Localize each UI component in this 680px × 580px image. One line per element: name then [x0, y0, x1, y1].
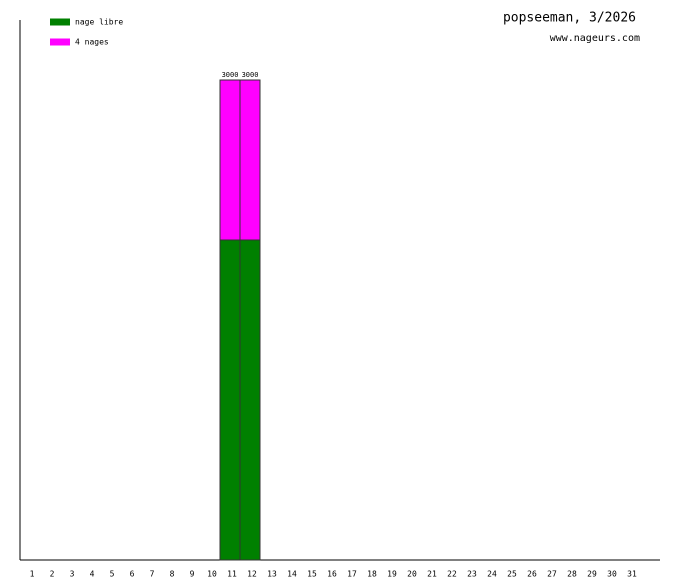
chart-subtitle: www.nageurs.com [550, 33, 640, 44]
legend-swatch [50, 18, 70, 26]
x-tick-label: 8 [170, 570, 175, 579]
x-tick-label: 7 [150, 570, 155, 579]
x-tick-label: 30 [607, 570, 617, 579]
x-tick-label: 18 [367, 570, 377, 579]
x-tick-label: 5 [110, 570, 115, 579]
total-label: 3000 [242, 71, 259, 79]
bar-segment [239, 79, 261, 241]
bar-segment [219, 79, 241, 241]
x-tick-label: 26 [527, 570, 537, 579]
x-tick-label: 24 [487, 570, 497, 579]
x-tick-label: 13 [267, 570, 277, 579]
x-tick-label: 6 [130, 570, 135, 579]
x-tick-label: 3 [70, 570, 75, 579]
x-tick-label: 11 [227, 570, 237, 579]
legend-label: 4 nages [75, 38, 109, 47]
x-tick-label: 25 [507, 570, 517, 579]
x-tick-label: 1 [30, 570, 35, 579]
x-tick-label: 29 [587, 570, 597, 579]
x-tick-label: 23 [467, 570, 477, 579]
x-tick-label: 19 [387, 570, 397, 579]
x-tick-label: 15 [307, 570, 317, 579]
x-tick-label: 16 [327, 570, 337, 579]
total-label: 3000 [222, 71, 239, 79]
x-tick-label: 9 [190, 570, 195, 579]
x-tick-label: 17 [347, 570, 357, 579]
x-tick-label: 20 [407, 570, 417, 579]
x-tick-label: 14 [287, 570, 297, 579]
x-tick-label: 4 [90, 570, 95, 579]
x-tick-label: 31 [627, 570, 637, 579]
x-tick-label: 10 [207, 570, 217, 579]
x-tick-label: 27 [547, 570, 557, 579]
bar-segment [239, 239, 261, 561]
legend-label: nage libre [75, 18, 123, 27]
chart-title: popseeman, 3/2026 [503, 11, 636, 26]
x-tick-label: 28 [567, 570, 577, 579]
x-tick-label: 2 [50, 570, 55, 579]
x-tick-label: 21 [427, 570, 437, 579]
bar-segment [219, 239, 241, 561]
x-tick-label: 22 [447, 570, 457, 579]
legend-swatch [50, 38, 70, 46]
x-tick-label: 12 [247, 570, 257, 579]
